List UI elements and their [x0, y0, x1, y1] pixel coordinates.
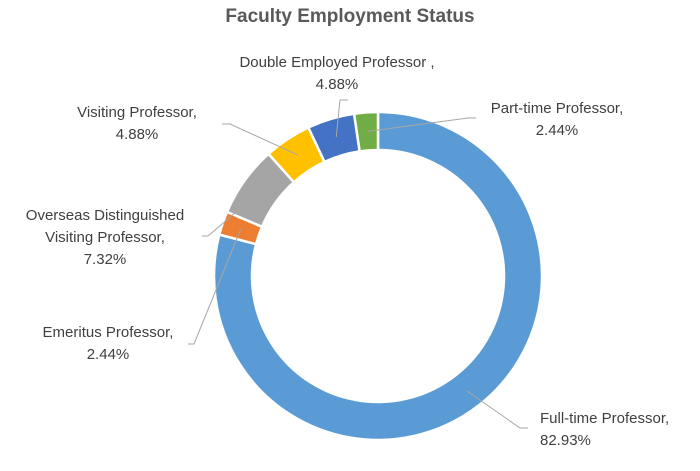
- leader-line-emeritus-professor: [188, 229, 242, 345]
- data-label-double-employed-professor: Double Employed Professor , 4.88%: [239, 54, 435, 93]
- data-label-visiting-professor: Visiting Professor, 4.88%: [77, 104, 197, 143]
- data-label-full-time-professor: Full-time Professor, 82.93%: [540, 410, 670, 449]
- donut-slices: [212, 110, 544, 442]
- leader-line-overseas-distinguished-visiting-professor: [202, 191, 261, 237]
- data-label-emeritus-professor: Emeritus Professor, 2.44%: [42, 324, 174, 363]
- leader-lines: [188, 99, 528, 429]
- chart-title: Faculty Employment Status: [225, 6, 475, 27]
- leader-line-part-time-professor: [367, 117, 476, 132]
- leader-line-double-employed-professor: [335, 99, 348, 138]
- data-label-overseas-distinguished-visiting-professor: Overseas Distinguished Visiting Professo…: [25, 207, 185, 268]
- leader-line-visiting-professor: [222, 123, 299, 156]
- leader-line-full-time-professor: [466, 390, 528, 429]
- data-label-part-time-professor: Part-time Professor, 2.44%: [490, 100, 624, 139]
- slice-part-time-professor: [352, 110, 380, 153]
- slice-full-time-professor: [212, 110, 544, 442]
